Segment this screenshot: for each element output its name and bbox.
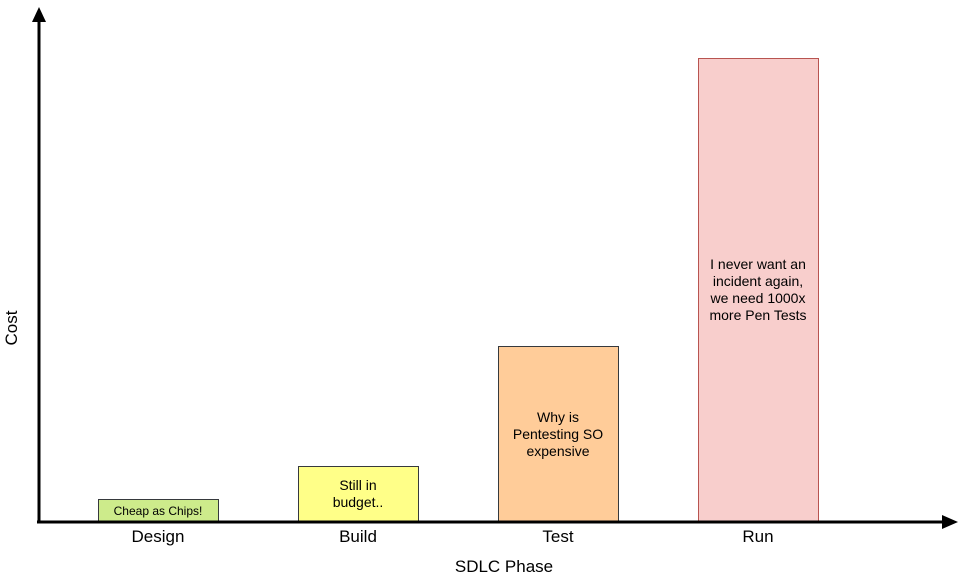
bar-build — [298, 466, 419, 523]
bar-run — [698, 58, 819, 523]
x-tick-label-run: Run — [742, 527, 773, 546]
y-axis-title: Cost — [2, 310, 21, 345]
bar-design — [98, 499, 219, 523]
bars-group — [98, 58, 819, 523]
x-tick-label-test: Test — [542, 527, 573, 546]
y-axis-arrowhead — [32, 7, 46, 22]
bar-test — [498, 346, 619, 523]
x-tick-label-build: Build — [339, 527, 377, 546]
x-tick-label-design: Design — [132, 527, 185, 546]
x-axis-arrowhead — [942, 515, 958, 529]
x-axis-title: SDLC Phase — [455, 557, 553, 576]
x-tick-labels: Design Build Test Run — [132, 527, 774, 546]
